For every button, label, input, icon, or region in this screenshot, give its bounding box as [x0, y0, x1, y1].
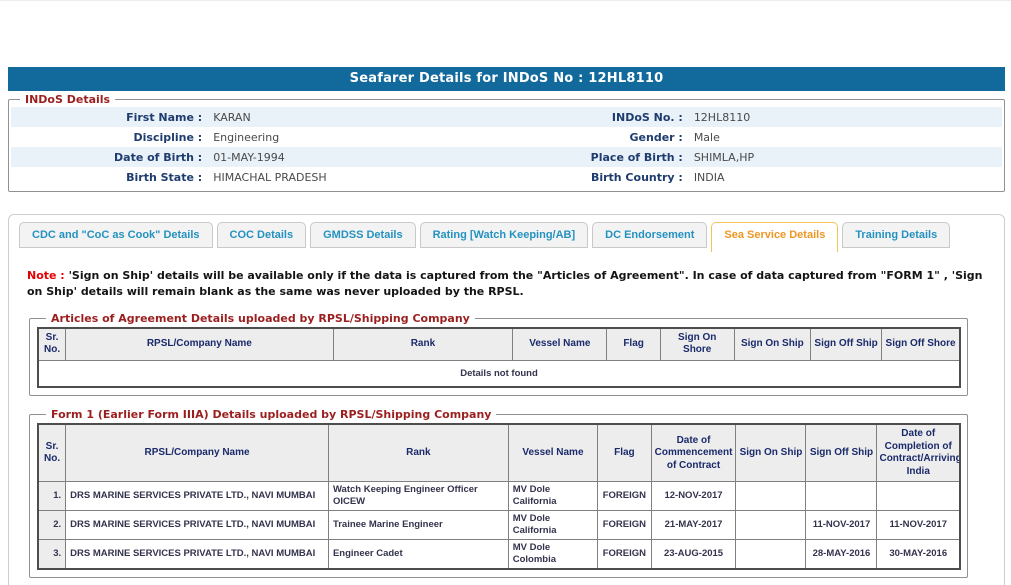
form1-details-section: Form 1 (Earlier Form IIIA) Details uploa… — [29, 408, 968, 578]
table-cell-srno: 2. — [37, 510, 67, 540]
note-text: 'Sign on Ship' details will be available… — [27, 269, 983, 298]
note-label: Note : — [27, 269, 65, 282]
column-header: Sign Off Ship — [805, 423, 878, 483]
field-value: SHIMLA,HP — [693, 150, 755, 164]
tab-training-details[interactable]: Training Details — [842, 222, 951, 248]
field-value: Male — [693, 130, 720, 144]
field-value: KARAN — [213, 110, 251, 124]
agreement-table: Sr. No. RPSL/Company Name Rank Vessel Na… — [37, 326, 961, 389]
field-value: 12HL8110 — [693, 110, 751, 124]
column-header: Sr. No. — [37, 327, 67, 361]
field-label: Gender : — [629, 130, 683, 144]
table-cell-completion-date: 30-MAY-2016 — [876, 538, 961, 570]
table-cell-vessel: MV Dole California — [507, 510, 599, 540]
table-cell-srno: 1. — [37, 481, 67, 512]
table-cell-flag: FOREIGN — [597, 510, 652, 540]
table-cell-vessel: MV Dole Colombia — [507, 538, 599, 570]
field-value: HIMACHAL PRADESH — [213, 170, 327, 184]
table-cell-sign-off-ship — [805, 481, 878, 512]
column-header: Sr. No. — [37, 423, 67, 483]
table-header-row: Sr. No. RPSL/Company Name Rank Vessel Na… — [37, 423, 961, 483]
sea-service-tab-panel: CDC and "CoC as Cook" Details COC Detail… — [8, 214, 1005, 585]
detail-row: First Name : KARAN INDoS No. : 12HL8110 — [11, 107, 1002, 127]
table-cell-rank: Watch Keeping Engineer Officer OICEW — [327, 481, 509, 512]
form1-table: Sr. No. RPSL/Company Name Rank Vessel Na… — [37, 423, 961, 570]
table-cell-commencement-date: 12-NOV-2017 — [650, 481, 737, 512]
tab-sea-service-details[interactable]: Sea Service Details — [711, 222, 839, 252]
column-header: Vessel Name — [512, 327, 608, 361]
agreement-details-section: Articles of Agreement Details uploaded b… — [29, 311, 968, 397]
column-header: Sign On Ship — [733, 327, 812, 361]
indos-details-section: INDoS Details First Name : KARAN INDoS N… — [8, 93, 1005, 192]
table-cell-company: DRS MARINE SERVICES PRIVATE LTD., NAVI M… — [65, 510, 329, 540]
detail-row: Birth State : HIMACHAL PRADESH Birth Cou… — [11, 167, 1002, 187]
column-header: Vessel Name — [507, 423, 599, 483]
tab-dc-endorsement[interactable]: DC Endorsement — [592, 222, 708, 248]
indos-details-legend: INDoS Details — [25, 93, 111, 106]
table-row: Details not found — [37, 359, 961, 388]
column-header: Date of Commencement of Contract — [650, 423, 737, 483]
field-value: 01-MAY-1994 — [213, 150, 285, 164]
table-cell-vessel: MV Dole California — [507, 481, 599, 512]
field-label: INDoS No. : — [611, 110, 683, 124]
tab-cdc-coc-as-cook-details[interactable]: CDC and "CoC as Cook" Details — [19, 222, 213, 248]
table-cell-sign-off-ship: 28-MAY-2016 — [805, 538, 878, 570]
column-header: Sign On Ship — [735, 423, 807, 483]
column-header: Flag — [597, 423, 652, 483]
table-cell-company: DRS MARINE SERVICES PRIVATE LTD., NAVI M… — [65, 538, 329, 570]
column-header: Sign Off Shore — [881, 327, 961, 361]
table-cell-rank: Engineer Cadet — [327, 538, 509, 570]
note: Note : 'Sign on Ship' details will be av… — [27, 268, 990, 300]
field-label: Date of Birth : — [114, 150, 203, 164]
column-header: Date of Completion of Contract/Arriving … — [876, 423, 961, 483]
table-cell-company: DRS MARINE SERVICES PRIVATE LTD., NAVI M… — [65, 481, 329, 512]
table-cell-commencement-date: 21-MAY-2017 — [650, 510, 737, 540]
field-label: Discipline : — [133, 130, 203, 144]
field-label: First Name : — [126, 110, 203, 124]
column-header: RPSL/Company Name — [65, 423, 329, 483]
column-header: RPSL/Company Name — [65, 327, 334, 361]
tab-coc-details[interactable]: COC Details — [216, 222, 307, 248]
field-value: INDIA — [693, 170, 725, 184]
table-cell-srno: 3. — [37, 538, 67, 570]
table-row: 2. DRS MARINE SERVICES PRIVATE LTD., NAV… — [37, 510, 961, 540]
column-header: Sign Off Ship — [810, 327, 883, 361]
tab-bar: CDC and "CoC as Cook" Details COC Detail… — [19, 222, 994, 252]
field-label: Birth State : — [126, 170, 203, 184]
field-value: Engineering — [213, 130, 280, 144]
table-row: 1. DRS MARINE SERVICES PRIVATE LTD., NAV… — [37, 481, 961, 512]
table-cell-rank: Trainee Marine Engineer — [327, 510, 509, 540]
table-row: 3. DRS MARINE SERVICES PRIVATE LTD., NAV… — [37, 538, 961, 570]
tab-gmdss-details[interactable]: GMDSS Details — [310, 222, 416, 248]
table-cell-commencement-date: 23-AUG-2015 — [650, 538, 737, 570]
column-header: Flag — [606, 327, 661, 361]
column-header: Sign On Shore — [659, 327, 735, 361]
column-header: Rank — [327, 423, 509, 483]
table-cell-completion-date: 11-NOV-2017 — [876, 510, 961, 540]
tab-rating-watch-keeping-ab[interactable]: Rating [Watch Keeping/AB] — [419, 222, 589, 248]
empty-message: Details not found — [37, 359, 961, 388]
table-cell-sign-on-ship — [735, 481, 807, 512]
table-cell-completion-date — [876, 481, 961, 512]
detail-row: Discipline : Engineering Gender : Male — [11, 127, 1002, 147]
field-label: Place of Birth : — [590, 150, 683, 164]
field-label: Birth Country : — [590, 170, 683, 184]
table-cell-sign-on-ship — [735, 538, 807, 570]
table-cell-sign-on-ship — [735, 510, 807, 540]
table-cell-sign-off-ship: 11-NOV-2017 — [805, 510, 878, 540]
agreement-details-legend: Articles of Agreement Details uploaded b… — [51, 311, 470, 325]
detail-row: Date of Birth : 01-MAY-1994 Place of Bir… — [11, 147, 1002, 167]
column-header: Rank — [332, 327, 514, 361]
table-cell-flag: FOREIGN — [597, 481, 652, 512]
table-header-row: Sr. No. RPSL/Company Name Rank Vessel Na… — [37, 327, 961, 361]
table-cell-flag: FOREIGN — [597, 538, 652, 570]
page-title: Seafarer Details for INDoS No : 12HL8110 — [8, 67, 1005, 91]
form1-details-legend: Form 1 (Earlier Form IIIA) Details uploa… — [51, 408, 492, 422]
